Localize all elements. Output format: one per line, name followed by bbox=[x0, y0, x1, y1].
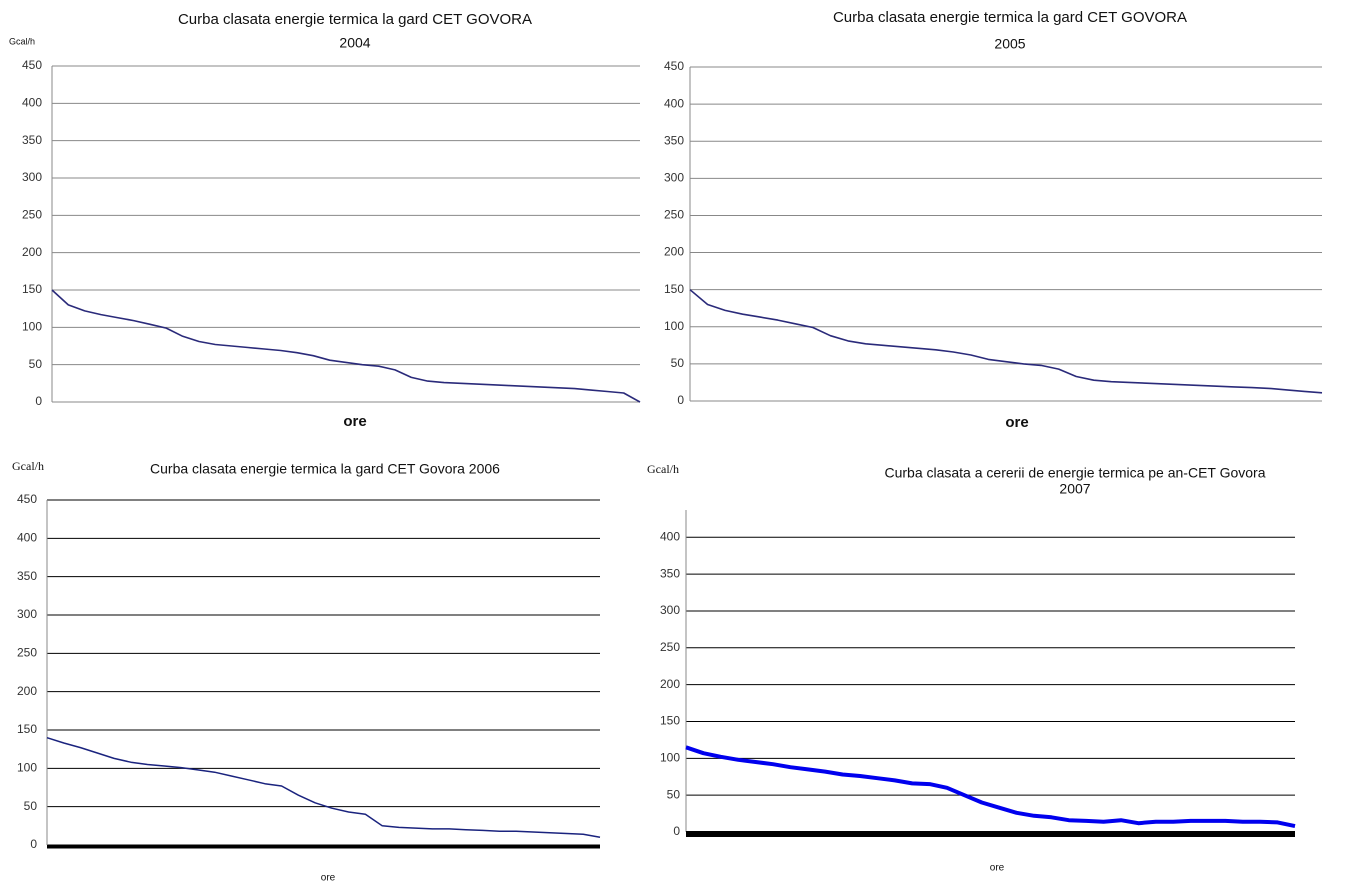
chart-subtitle: 2004 bbox=[339, 35, 370, 51]
y-axis-label: Gcal/h bbox=[9, 36, 35, 46]
data-line bbox=[689, 289, 1323, 394]
y-tick-label: 150 bbox=[664, 282, 684, 296]
y-tick-label: 200 bbox=[17, 684, 37, 698]
chart-title: Curba clasata energie termica la gard CE… bbox=[150, 461, 500, 477]
y-tick-label: 200 bbox=[660, 677, 680, 691]
y-tick-label: 50 bbox=[29, 357, 43, 371]
y-tick-label: 400 bbox=[660, 529, 680, 543]
chart-subtitle: 2005 bbox=[994, 36, 1025, 52]
y-tick-label: 100 bbox=[664, 319, 684, 333]
y-tick-label: 300 bbox=[664, 171, 684, 185]
y-tick-label: 100 bbox=[17, 761, 37, 775]
y-tick-label: 350 bbox=[22, 133, 42, 147]
y-tick-label: 350 bbox=[660, 566, 680, 580]
chart-title: Curba clasata energie termica la gard CE… bbox=[178, 11, 532, 28]
y-tick-label: 350 bbox=[664, 133, 684, 147]
y-tick-label: 250 bbox=[660, 640, 680, 654]
y-tick-label: 150 bbox=[660, 714, 680, 728]
chart-title: Curba clasata energie termica la gard CE… bbox=[833, 9, 1187, 26]
y-tick-label: 300 bbox=[17, 607, 37, 621]
y-tick-label: 100 bbox=[660, 750, 680, 764]
y-axis-label: Gcal/h bbox=[647, 462, 679, 476]
chart-title: Curba clasata a cererii de energie termi… bbox=[884, 465, 1265, 481]
y-tick-label: 450 bbox=[17, 492, 37, 506]
x-axis-label: ore bbox=[990, 863, 1005, 874]
y-tick-label: 0 bbox=[673, 824, 680, 838]
y-tick-label: 250 bbox=[22, 208, 42, 222]
y-tick-label: 400 bbox=[17, 531, 37, 545]
chart-subtitle: 2007 bbox=[1059, 481, 1090, 497]
y-tick-label: 0 bbox=[677, 393, 684, 407]
y-tick-label: 250 bbox=[664, 208, 684, 222]
y-tick-label: 100 bbox=[22, 320, 42, 334]
x-axis-label: ore bbox=[1005, 414, 1028, 431]
y-tick-label: 350 bbox=[17, 569, 37, 583]
y-tick-label: 450 bbox=[22, 58, 42, 72]
y-tick-label: 250 bbox=[17, 646, 37, 660]
y-tick-label: 200 bbox=[664, 245, 684, 259]
y-tick-label: 400 bbox=[22, 96, 42, 110]
data-line bbox=[46, 736, 601, 839]
x-axis-label: ore bbox=[321, 873, 336, 882]
data-line bbox=[51, 289, 641, 403]
y-tick-label: 300 bbox=[660, 603, 680, 617]
x-axis-label: ore bbox=[343, 413, 366, 430]
y-tick-label: 0 bbox=[35, 394, 42, 408]
y-tick-label: 300 bbox=[22, 170, 42, 184]
y-tick-label: 0 bbox=[30, 837, 37, 851]
y-tick-label: 50 bbox=[671, 356, 685, 370]
y-tick-label: 150 bbox=[22, 282, 42, 296]
y-tick-label: 50 bbox=[24, 799, 38, 813]
y-tick-label: 400 bbox=[664, 96, 684, 110]
y-tick-label: 450 bbox=[664, 59, 684, 73]
y-tick-label: 50 bbox=[667, 787, 681, 801]
y-axis-label: Gcal/h bbox=[12, 459, 44, 473]
y-tick-label: 200 bbox=[22, 245, 42, 259]
data-line bbox=[685, 745, 1296, 829]
y-tick-label: 150 bbox=[17, 722, 37, 736]
